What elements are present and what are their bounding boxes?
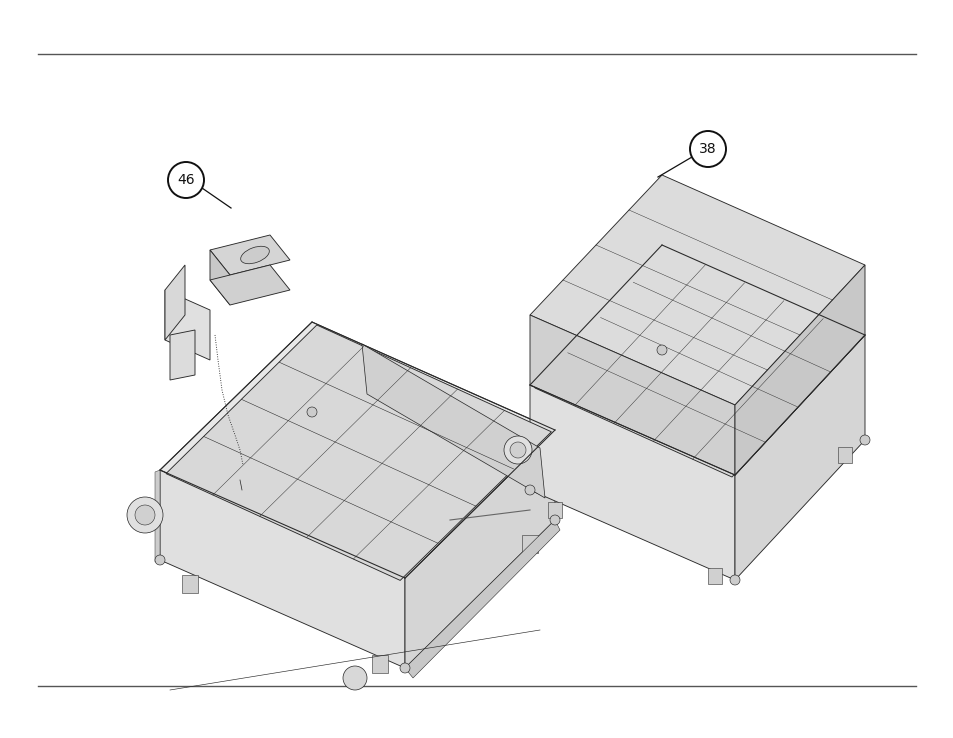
Circle shape (307, 407, 316, 417)
Polygon shape (160, 470, 405, 668)
Circle shape (524, 485, 535, 495)
Polygon shape (734, 265, 864, 475)
Polygon shape (165, 265, 185, 340)
Polygon shape (160, 322, 555, 578)
Circle shape (510, 442, 525, 458)
Polygon shape (361, 344, 544, 498)
Polygon shape (182, 575, 198, 593)
Text: 46: 46 (177, 173, 194, 187)
Circle shape (503, 436, 532, 464)
Polygon shape (734, 335, 864, 580)
Polygon shape (165, 290, 210, 360)
Polygon shape (154, 470, 160, 562)
Polygon shape (707, 568, 721, 584)
Polygon shape (405, 520, 559, 678)
Polygon shape (530, 315, 734, 475)
Circle shape (135, 505, 154, 525)
Circle shape (689, 131, 725, 167)
Polygon shape (372, 655, 388, 673)
Polygon shape (547, 502, 561, 518)
Circle shape (657, 345, 666, 355)
Polygon shape (405, 430, 555, 668)
Circle shape (859, 435, 869, 445)
Polygon shape (166, 325, 551, 580)
Circle shape (343, 666, 367, 690)
Polygon shape (530, 385, 734, 580)
Circle shape (399, 663, 410, 673)
Polygon shape (210, 265, 290, 305)
Circle shape (154, 555, 165, 565)
Polygon shape (837, 447, 851, 463)
Ellipse shape (240, 246, 269, 263)
Circle shape (550, 515, 559, 525)
Polygon shape (170, 330, 194, 380)
Polygon shape (535, 247, 862, 477)
Polygon shape (210, 235, 290, 275)
Polygon shape (521, 535, 537, 553)
Circle shape (168, 162, 204, 198)
Polygon shape (210, 250, 230, 305)
Circle shape (729, 575, 740, 585)
Polygon shape (530, 245, 864, 475)
Polygon shape (530, 175, 864, 405)
Text: 38: 38 (699, 142, 716, 156)
Circle shape (127, 497, 163, 533)
